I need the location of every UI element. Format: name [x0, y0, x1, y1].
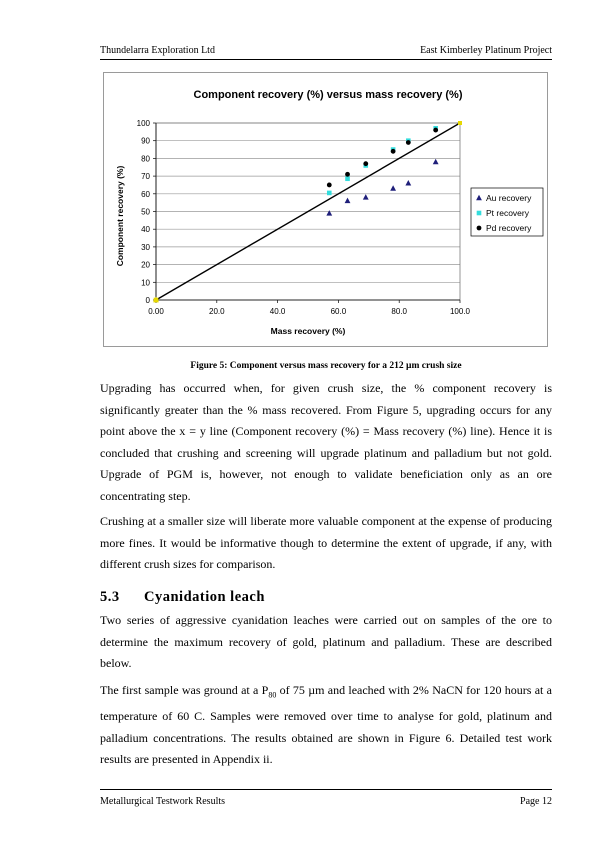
legend-label: Pt recovery — [486, 208, 530, 218]
x-tick-label: 20.0 — [209, 307, 225, 316]
y-tick-label: 0 — [146, 296, 151, 305]
y-tick-label: 70 — [141, 172, 150, 181]
chart-axes — [153, 122, 461, 303]
y-tick-label: 60 — [141, 190, 150, 199]
y-tick-label: 10 — [141, 278, 150, 287]
data-point — [345, 176, 350, 182]
data-point — [433, 127, 439, 133]
y-tick-label: 30 — [141, 243, 150, 252]
data-point — [405, 179, 412, 186]
legend-marker — [476, 225, 482, 231]
data-point — [363, 161, 369, 167]
data-point — [405, 140, 411, 145]
y-axis-label: Component recovery (%) — [115, 166, 125, 267]
recovery-chart: Component recovery (%) versus mass recov… — [115, 89, 544, 336]
y-tick-label: 90 — [141, 137, 150, 146]
x-axis-label: Mass recovery (%) — [271, 326, 346, 336]
data-point — [153, 297, 159, 303]
paragraph-first-sample: The first sample was ground at a P80 of … — [100, 680, 552, 771]
chart-legend: Au recovery Pt recovery Pd recovery — [470, 187, 544, 237]
page-header: Thundelarra Exploration Ltd East Kimberl… — [100, 45, 552, 60]
y-tick-label: 80 — [141, 154, 150, 163]
data-point — [432, 158, 439, 165]
page-footer: Metallurgical Testwork Results Page 12 — [100, 789, 552, 807]
series-pd-recovery — [153, 127, 439, 303]
p80-text-before: The first sample was ground at a P — [100, 683, 269, 697]
legend-box — [470, 187, 544, 237]
data-points — [153, 121, 462, 303]
y-tick-label: 50 — [141, 208, 150, 217]
section-number: 5.3 — [100, 589, 120, 605]
y-tick-label: 100 — [137, 119, 151, 128]
x-tick-label: 0.00 — [148, 307, 164, 316]
data-point — [326, 210, 333, 216]
legend-marker — [476, 194, 482, 201]
figure-caption: Figure 5: Component versus mass recovery… — [190, 361, 462, 371]
x-tick-label: 80.0 — [391, 307, 407, 316]
paragraph-upgrading: Upgrading has occurred when, for given c… — [100, 381, 552, 503]
footer-document-title: Metallurgical Testwork Results — [100, 796, 226, 807]
data-point — [390, 148, 396, 154]
x-tick-label: 60.0 — [331, 307, 347, 316]
section-title: Cyanidation leach — [144, 589, 265, 605]
data-point — [362, 194, 369, 200]
data-point — [344, 197, 351, 204]
data-point — [390, 185, 397, 191]
legend-label: Pd recovery — [486, 223, 532, 233]
legend-marker — [476, 210, 482, 216]
series-au-recovery — [153, 158, 439, 303]
p80-text-after: of 75 µm and leached with 2% NaCN for 12… — [100, 683, 552, 767]
x-tick-labels: 0.00 20.0 40.0 60.0 80.0 100.0 — [148, 307, 470, 316]
legend-label: Au recovery — [486, 193, 532, 203]
paragraph-crushing: Crushing at a smaller size will liberate… — [100, 514, 552, 572]
p80-subscript: 80 — [268, 690, 277, 700]
x-equals-y-reference-line — [155, 122, 461, 301]
footer-page-number: Page 12 — [520, 796, 552, 807]
x-equals-y-line — [155, 122, 461, 301]
header-project: East Kimberley Platinum Project — [420, 45, 552, 56]
y-tick-labels: 0 10 20 30 40 50 60 70 80 90 100 — [137, 119, 151, 305]
x-tick-label: 100.0 — [450, 307, 471, 316]
data-point — [326, 182, 332, 188]
chart-frame: Component recovery (%) versus mass recov… — [103, 72, 548, 347]
y-tick-label: 40 — [141, 225, 150, 234]
y-tick-label: 20 — [141, 261, 150, 270]
section-heading: 5.3 Cyanidation leach — [100, 589, 265, 606]
reference-endpoint-marker — [458, 121, 462, 125]
paragraph-cyanidation-intro: Two series of aggressive cyanidation lea… — [100, 613, 552, 671]
data-point — [345, 171, 350, 177]
header-company: Thundelarra Exploration Ltd — [100, 45, 215, 56]
x-tick-label: 40.0 — [270, 307, 286, 316]
chart-title: Component recovery (%) versus mass recov… — [194, 89, 463, 101]
data-point — [326, 190, 332, 196]
chart-gridlines — [156, 122, 460, 283]
